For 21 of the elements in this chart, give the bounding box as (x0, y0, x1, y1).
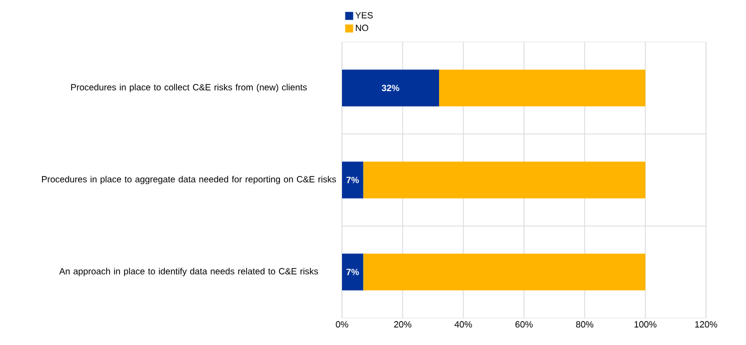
x-tick-label: 80% (576, 321, 594, 328)
bar (439, 70, 646, 106)
bar (342, 254, 364, 290)
legend-label: NO (356, 24, 368, 32)
bar (363, 254, 646, 290)
y-tick-label: Procedures in place to collect C&E risks from (new) clients (71, 84, 307, 92)
data-label: 32% (382, 84, 400, 92)
x-tick-label: 0% (336, 321, 348, 328)
data-label: 7% (346, 176, 359, 184)
data-label: 7% (346, 268, 359, 276)
y-tick-label: Procedures in place to aggregate data needed for reporting on C&E risks (42, 176, 336, 184)
x-tick-label: 20% (394, 321, 412, 328)
bar (363, 162, 646, 198)
x-tick-label: 100% (634, 321, 656, 328)
bar (342, 162, 364, 198)
x-tick-label: 60% (515, 321, 533, 328)
x-tick-label: 120% (695, 321, 718, 328)
y-tick-label: An approach in place to identify data needs related to C&E risks (59, 268, 318, 276)
x-tick-label: 40% (454, 321, 472, 328)
bar (342, 70, 440, 106)
legend-label: YES (355, 12, 373, 18)
